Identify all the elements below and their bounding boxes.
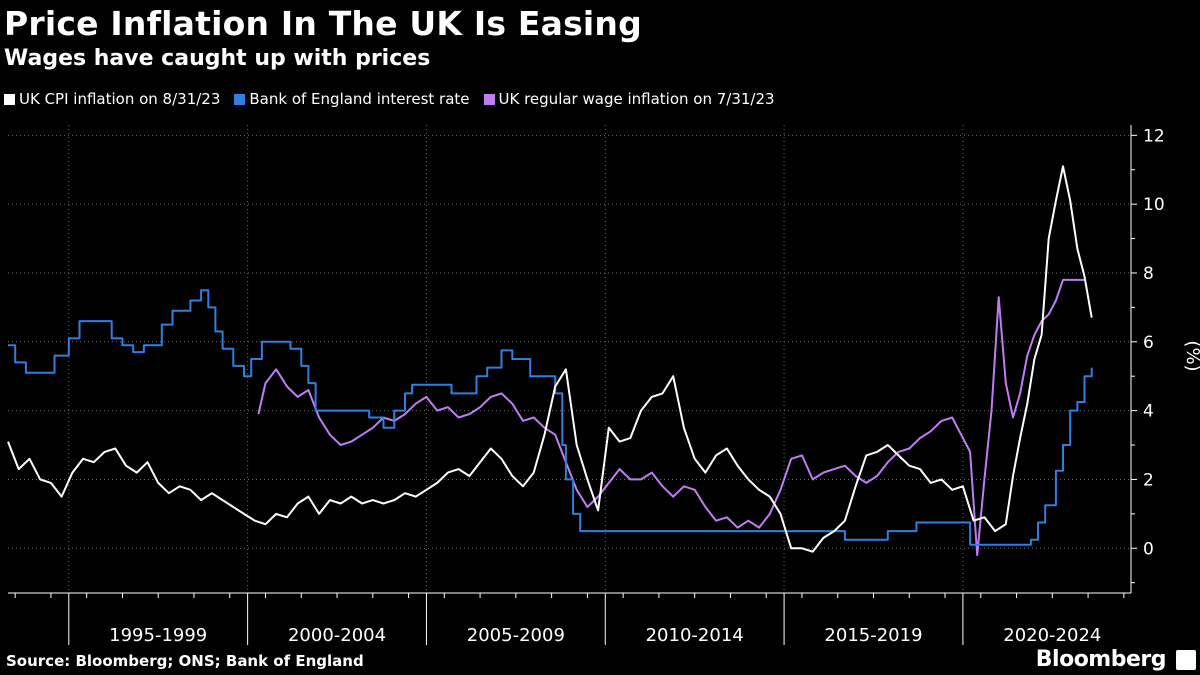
axis-layer: 0 2 4 6 8 10 12 1995-1999 2000-2004 2005-2009 2010… <box>8 125 1165 646</box>
legend-swatch-wage <box>483 93 495 105</box>
x-period-label: 1995-1999 <box>109 625 207 646</box>
y-axis-label: (%) <box>1182 340 1200 371</box>
y-tick-label: 2 <box>1143 470 1154 490</box>
legend-label-boe: Bank of England interest rate <box>249 90 470 108</box>
x-period-label: 2015-2019 <box>824 625 922 646</box>
x-period-label: 2000-2004 <box>288 625 386 646</box>
y-tick-label: 4 <box>1143 402 1154 422</box>
x-period-label: 2020-2024 <box>1003 625 1101 646</box>
bloomberg-logo: Bloomberg <box>1035 647 1167 672</box>
legend-item-boe: Bank of England interest rate <box>234 90 470 108</box>
series-layer <box>7 165 1093 557</box>
y-tick-label: 12 <box>1143 126 1165 146</box>
chart-subtitle: Wages have caught up with prices <box>4 46 431 71</box>
legend-item-wage: UK regular wage inflation on 7/31/23 <box>483 90 775 108</box>
bloomberg-terminal-icon <box>1176 650 1196 670</box>
chart-legend: UK CPI inflation on 8/31/23 Bank of Engl… <box>4 90 775 108</box>
legend-swatch-cpi <box>4 93 15 105</box>
source-note: Source: Bloomberg; ONS; Bank of England <box>6 652 364 670</box>
y-tick-label: 6 <box>1143 333 1154 353</box>
x-period-label: 2005-2009 <box>467 625 565 646</box>
y-tick-label: 0 <box>1143 539 1154 559</box>
y-tick-label: 8 <box>1143 264 1154 284</box>
series-line-wage <box>257 278 1085 557</box>
chart-title: Price Inflation In The UK Is Easing <box>4 4 642 43</box>
legend-label-wage: UK regular wage inflation on 7/31/23 <box>498 90 775 108</box>
x-period-label: 2010-2014 <box>646 625 744 646</box>
series-line-cpi <box>7 165 1093 553</box>
legend-label-cpi: UK CPI inflation on 8/31/23 <box>19 90 221 108</box>
series-line-boe <box>8 289 1093 546</box>
legend-item-cpi: UK CPI inflation on 8/31/23 <box>4 90 220 108</box>
legend-swatch-boe <box>234 93 246 105</box>
y-tick-label: 10 <box>1143 195 1165 215</box>
